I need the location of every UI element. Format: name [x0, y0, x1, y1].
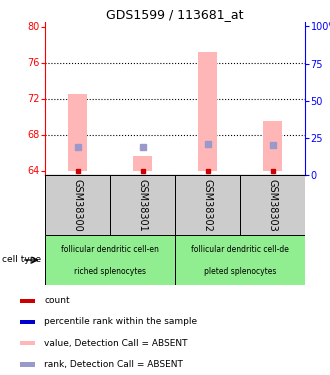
- Text: rank, Detection Call = ABSENT: rank, Detection Call = ABSENT: [44, 360, 183, 369]
- Bar: [240, 175, 305, 235]
- Bar: [68, 94, 87, 171]
- Bar: [198, 52, 217, 171]
- Bar: [19, 341, 35, 345]
- Bar: [175, 175, 240, 235]
- Text: GSM38303: GSM38303: [268, 178, 278, 231]
- Bar: [110, 175, 175, 235]
- Text: count: count: [44, 296, 70, 305]
- Text: GSM38302: GSM38302: [203, 178, 213, 231]
- Bar: [175, 235, 305, 285]
- Text: follicular dendritic cell-de: follicular dendritic cell-de: [191, 244, 289, 254]
- Text: value, Detection Call = ABSENT: value, Detection Call = ABSENT: [44, 339, 188, 348]
- Text: pleted splenocytes: pleted splenocytes: [204, 267, 276, 276]
- Text: percentile rank within the sample: percentile rank within the sample: [44, 317, 197, 326]
- Bar: [45, 175, 110, 235]
- Bar: [133, 156, 152, 171]
- Bar: [19, 362, 35, 366]
- Text: follicular dendritic cell-en: follicular dendritic cell-en: [61, 244, 159, 254]
- Bar: [263, 121, 282, 171]
- Text: riched splenocytes: riched splenocytes: [74, 267, 146, 276]
- Title: GDS1599 / 113681_at: GDS1599 / 113681_at: [106, 8, 244, 21]
- Text: cell type: cell type: [2, 255, 41, 264]
- Bar: [19, 298, 35, 303]
- Bar: [45, 235, 175, 285]
- Text: GSM38301: GSM38301: [138, 178, 148, 231]
- Bar: [19, 320, 35, 324]
- Text: GSM38300: GSM38300: [73, 178, 82, 231]
